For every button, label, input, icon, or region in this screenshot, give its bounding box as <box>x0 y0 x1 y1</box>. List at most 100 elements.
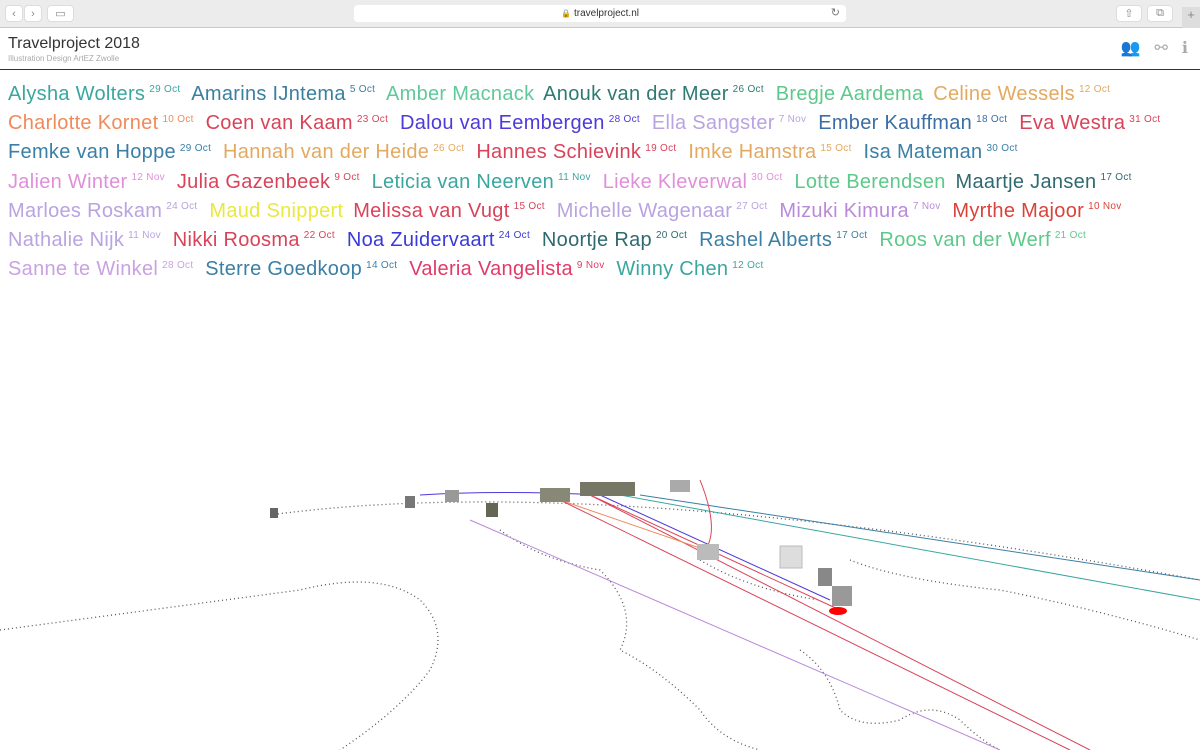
student-link[interactable]: Marloes Roskam 24 Oct <box>8 200 204 222</box>
student-date: 18 Oct <box>976 113 1008 125</box>
student-link[interactable]: Coen van Kaam 23 Oct <box>206 112 395 134</box>
student-date: 10 Oct <box>162 113 194 125</box>
student-link[interactable]: Nikki Roosma 22 Oct <box>173 229 341 251</box>
student-name: Marloes Roskam <box>8 199 163 222</box>
student-name: Hannes Schievink <box>476 141 642 164</box>
student-name: Rashel Alberts <box>699 229 833 252</box>
student-link[interactable]: Amarins IJntema 5 Oct <box>191 83 381 105</box>
student-link[interactable]: Amber Macnack <box>386 83 538 105</box>
sidebar-toggle-button[interactable]: ▭ <box>47 5 74 22</box>
student-link[interactable]: Melissa van Vugt 15 Oct <box>353 200 551 222</box>
student-link[interactable]: Valeria Vangelista 9 Nov <box>409 258 610 280</box>
site-title[interactable]: Travelproject 2018 <box>8 35 140 52</box>
student-date: 15 Oct <box>820 142 852 154</box>
student-date: 21 Oct <box>1054 230 1087 242</box>
student-link[interactable]: Ella Sangster 7 Nov <box>652 112 812 134</box>
network-icon[interactable]: ⚯ <box>1154 40 1168 57</box>
student-name: Sanne te Winkel <box>8 258 159 281</box>
new-tab-button[interactable]: + <box>1182 7 1200 28</box>
student-name: Sterre Goedkoop <box>205 258 363 281</box>
student-name: Myrthe Majoor <box>952 199 1085 222</box>
student-link[interactable]: Charlotte Kornet 10 Oct <box>8 112 200 134</box>
student-date: 30 Oct <box>751 171 783 183</box>
student-link[interactable]: Imke Hamstra 15 Oct <box>688 141 857 163</box>
student-name: Alysha Wolters <box>8 83 146 105</box>
student-link[interactable]: Noortje Rap 20 Oct <box>542 229 693 251</box>
reload-icon[interactable]: ↻ <box>830 7 840 19</box>
student-date: 15 Oct <box>513 201 545 213</box>
student-link[interactable]: Roos van der Werf 21 Oct <box>879 229 1092 251</box>
tabs-button[interactable]: ⧉ <box>1147 5 1173 22</box>
address-bar[interactable]: 🔒 travelproject.nl ↻ <box>354 5 846 22</box>
student-link[interactable]: Maartje Jansen 17 Oct <box>956 171 1138 193</box>
student-link[interactable]: Alysha Wolters 29 Oct <box>8 83 186 105</box>
student-date: 24 Oct <box>166 201 198 213</box>
student-date: 26 Oct <box>732 84 764 96</box>
student-date: 30 Oct <box>986 142 1018 154</box>
student-link[interactable]: Hannah van der Heide 26 Oct <box>223 141 470 163</box>
student-link[interactable]: Lieke Kleverwal 30 Oct <box>603 171 789 193</box>
student-link[interactable]: Michelle Wagenaar 27 Oct <box>557 200 774 222</box>
globe-map[interactable] <box>0 470 1200 750</box>
student-link[interactable]: Nathalie Nijk 11 Nov <box>8 229 167 251</box>
student-link[interactable]: Dalou van Eembergen 28 Oct <box>400 112 646 134</box>
student-list: Alysha Wolters 29 Oct Amarins IJntema 5 Oc… <box>0 70 1200 294</box>
student-name: Valeria Vangelista <box>409 258 573 281</box>
forward-button[interactable]: › <box>24 5 42 22</box>
student-link[interactable]: Jalien Winter 12 Nov <box>8 171 171 193</box>
student-name: Winny Chen <box>616 258 729 281</box>
student-name: Charlotte Kornet <box>8 112 159 135</box>
student-link[interactable]: Bregje Aardema <box>776 83 928 105</box>
student-name: Noa Zuidervaart <box>346 229 495 252</box>
student-link[interactable]: Lotte Berendsen <box>794 171 949 193</box>
student-link[interactable]: Mizuki Kimura 7 Nov <box>779 200 946 222</box>
student-link[interactable]: Maud Snippert <box>209 200 347 222</box>
student-link[interactable]: Sanne te Winkel 28 Oct <box>8 258 199 280</box>
student-name: Maud Snippert <box>209 199 344 222</box>
student-link[interactable]: Julia Gazenbeek 9 Oct <box>177 171 366 193</box>
student-name: Anouk van der Meer <box>543 83 729 105</box>
student-date: 22 Oct <box>303 230 336 242</box>
student-date: 5 Oct <box>349 84 376 96</box>
student-name: Julia Gazenbeek <box>176 170 331 193</box>
share-button[interactable]: ⇧ <box>1116 5 1142 22</box>
info-icon[interactable]: ℹ <box>1181 40 1188 57</box>
student-link[interactable]: Noa Zuidervaart 24 Oct <box>347 229 536 251</box>
student-date: 9 Nov <box>576 259 605 271</box>
student-name: Michelle Wagenaar <box>556 199 733 222</box>
student-name: Imke Hamstra <box>688 141 817 164</box>
student-name: Mizuki Kimura <box>779 199 909 222</box>
student-date: 14 Oct <box>366 259 398 271</box>
student-link[interactable]: Leticia van Neerven 11 Nov <box>372 171 597 193</box>
student-name: Celine Wessels <box>933 83 1075 105</box>
student-link[interactable]: Ember Kauffman 18 Oct <box>818 112 1013 134</box>
student-link[interactable]: Rashel Alberts 17 Oct <box>699 229 873 251</box>
student-link[interactable]: Isa Mateman 30 Oct <box>864 141 1024 163</box>
photo-markers <box>270 480 852 606</box>
student-name: Isa Mateman <box>863 141 983 164</box>
student-name: Eva Westra <box>1019 112 1126 135</box>
student-date: 28 Oct <box>162 259 194 271</box>
student-link[interactable]: Eva Westra 31 Oct <box>1019 112 1166 134</box>
student-date: 17 Oct <box>836 230 868 242</box>
student-name: Femke van Hoppe <box>8 141 176 164</box>
student-date: 31 Oct <box>1129 113 1161 125</box>
student-date: 7 Nov <box>912 201 941 213</box>
student-name: Leticia van Neerven <box>371 170 555 193</box>
back-button[interactable]: ‹ <box>5 5 23 22</box>
student-link[interactable]: Hannes Schievink 19 Oct <box>476 141 682 163</box>
student-link[interactable]: Celine Wessels 12 Oct <box>933 83 1116 105</box>
student-link[interactable]: Femke van Hoppe 29 Oct <box>8 141 217 163</box>
student-link[interactable]: Winny Chen 12 Oct <box>616 258 769 280</box>
student-name: Amarins IJntema <box>191 83 346 105</box>
site-subtitle: Illustration Design ArtEZ Zwolle <box>8 54 120 63</box>
student-name: Dalou van Eembergen <box>400 112 605 135</box>
student-date: 12 Oct <box>1078 84 1111 96</box>
student-date: 29 Oct <box>149 84 181 96</box>
student-link[interactable]: Anouk van der Meer 26 Oct <box>543 83 770 105</box>
url-text: travelproject.nl <box>573 8 639 19</box>
student-name: Noortje Rap <box>541 229 652 252</box>
student-link[interactable]: Myrthe Majoor 10 Nov <box>952 200 1127 222</box>
student-link[interactable]: Sterre Goedkoop 14 Oct <box>205 258 403 280</box>
people-icon[interactable]: 👥 <box>1120 40 1141 57</box>
